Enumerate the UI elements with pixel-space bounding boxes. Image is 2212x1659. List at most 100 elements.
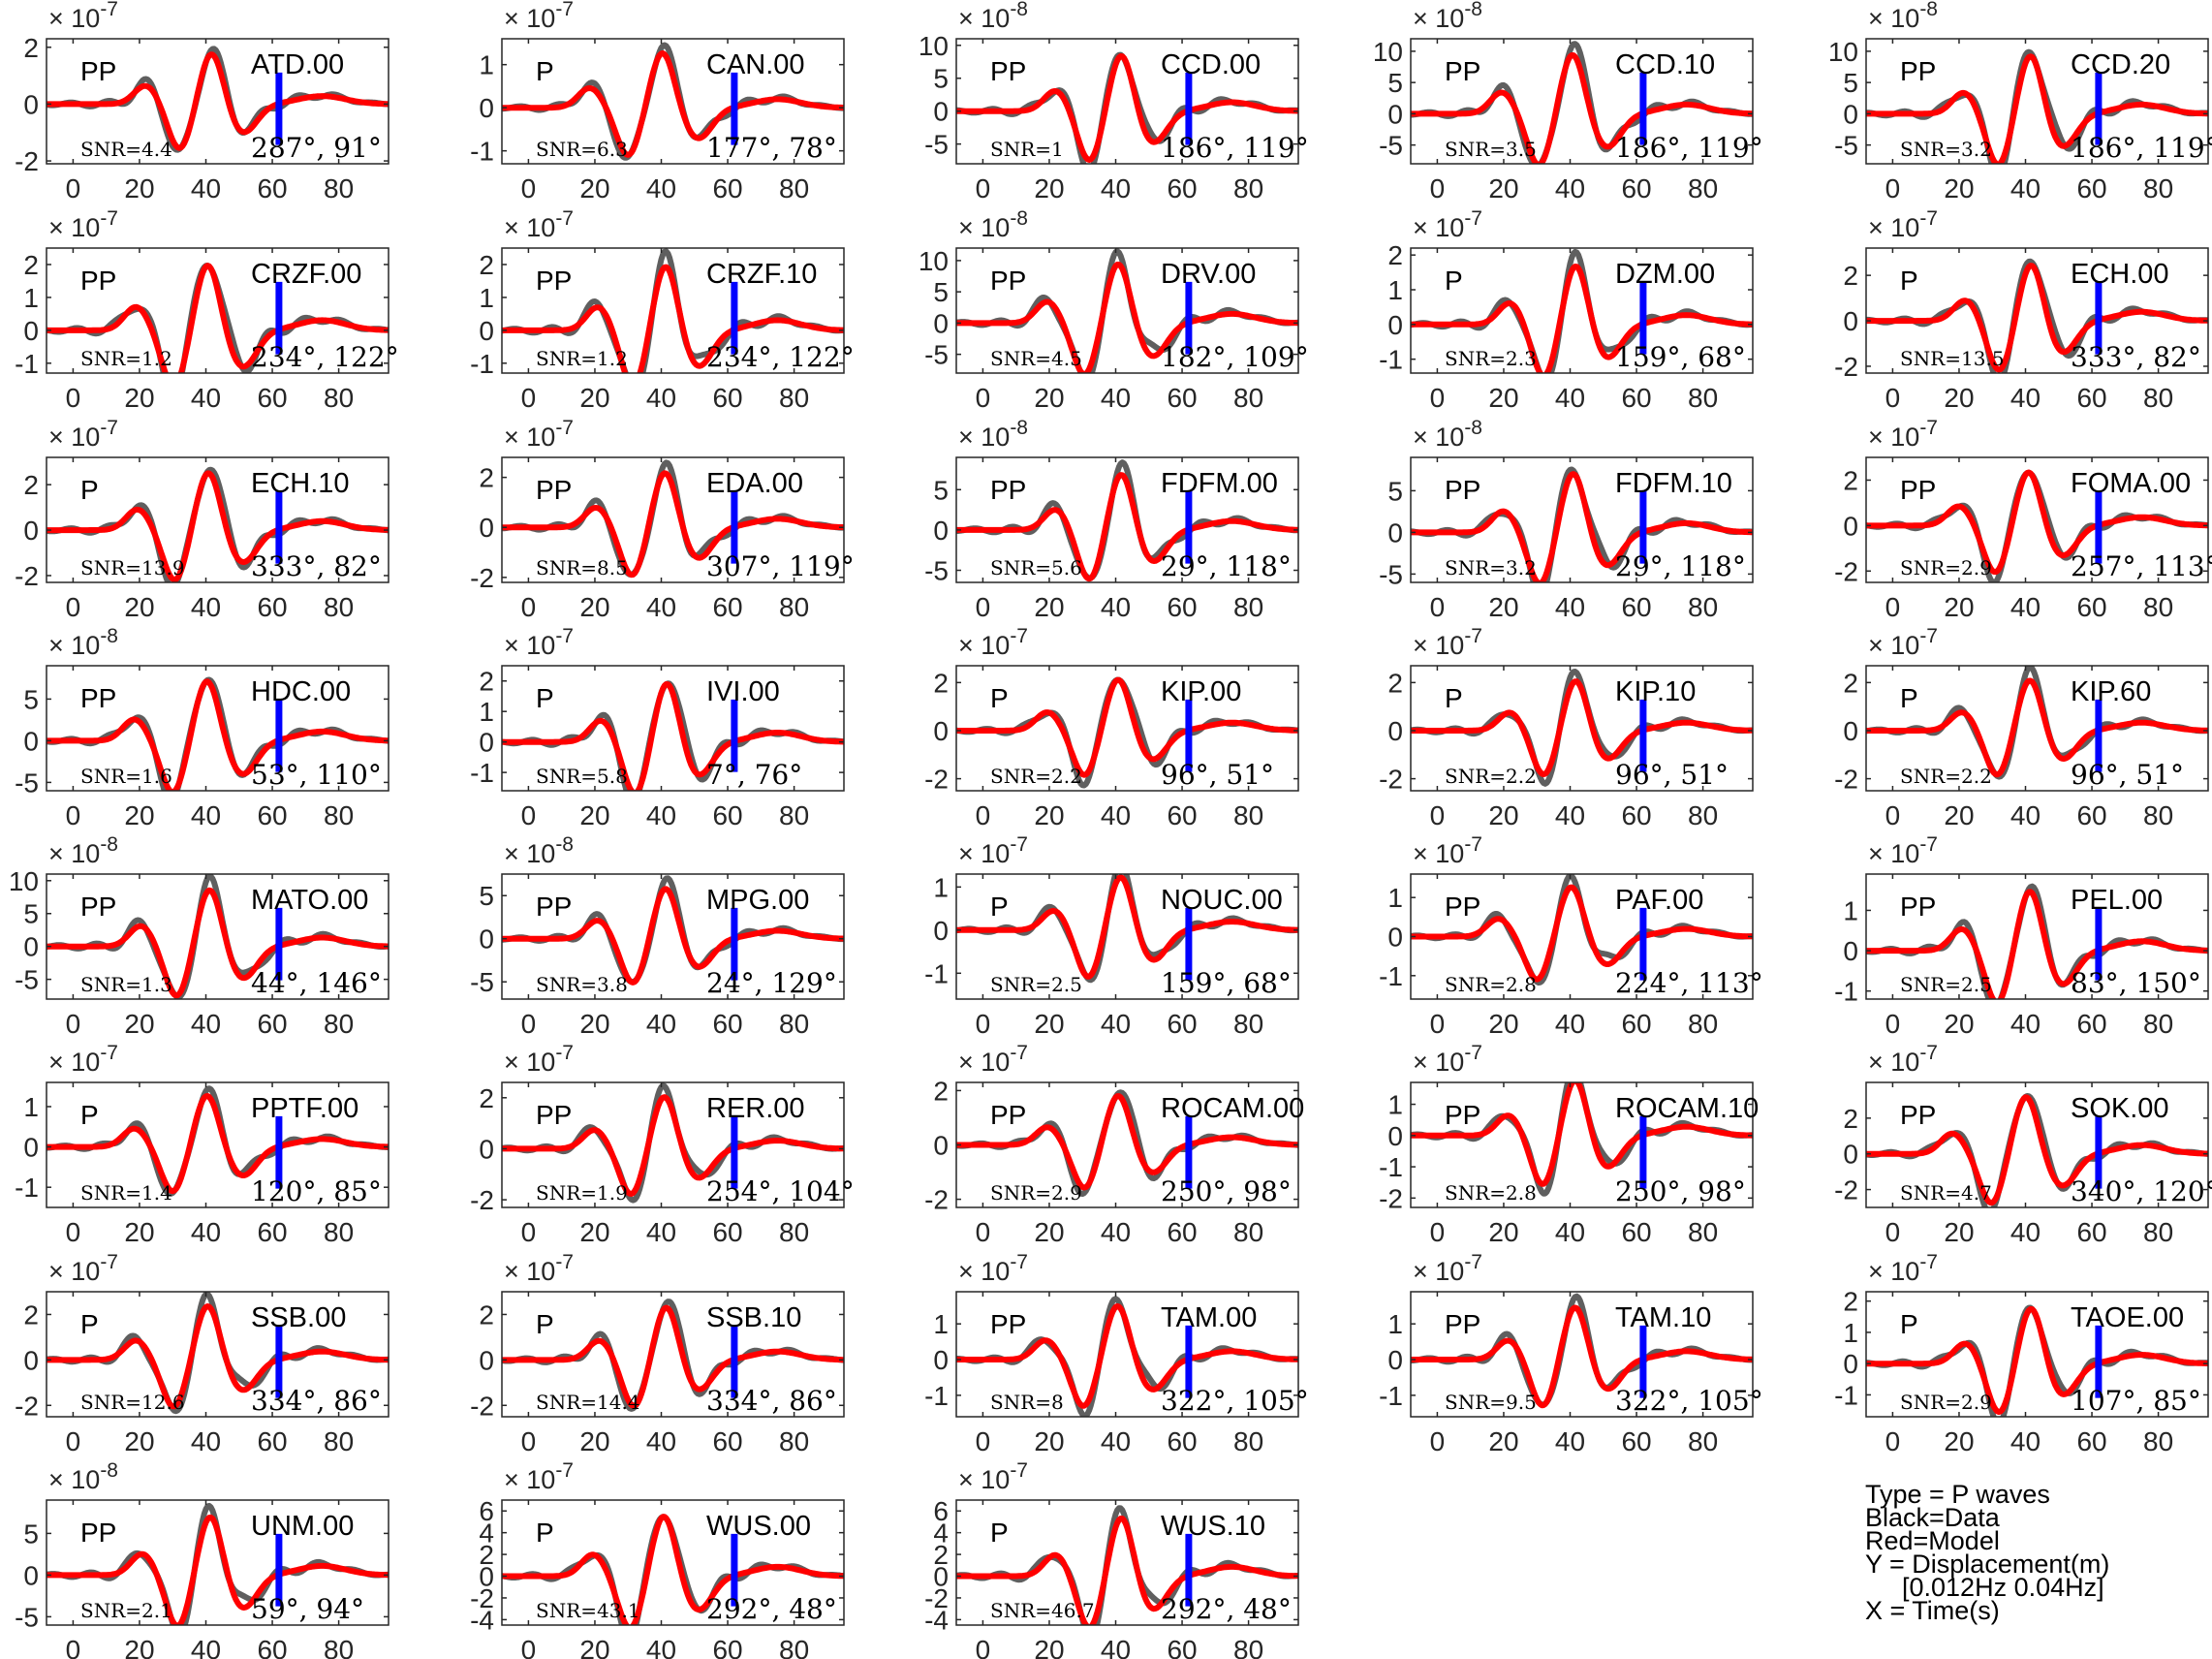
phase-label: P xyxy=(1900,1309,1918,1339)
x-tick-label: 60 xyxy=(257,383,287,413)
station-label: WUS.00 xyxy=(706,1511,811,1542)
azimuth-label: 53°, 110° xyxy=(251,759,382,791)
x-tick-label: 60 xyxy=(1167,1635,1197,1659)
snr-label: SNR=13.9 xyxy=(80,556,185,579)
trace-group xyxy=(1866,883,2208,999)
x-tick-label: 80 xyxy=(324,173,354,203)
snr-label: SNR=1.9 xyxy=(536,1181,628,1205)
x-tick-label: 40 xyxy=(2010,800,2041,830)
x-tick-label: 20 xyxy=(579,1217,609,1247)
y-tick-label: 6 xyxy=(933,1496,949,1526)
x-tick-label: 0 xyxy=(976,1009,991,1039)
y-exponent: × 10-7 xyxy=(48,1042,118,1077)
panel-tam-10: 0 20 40 60 80 -1 0 1 × 10-7 PP TAM.10 SNR=9.5 322°, … xyxy=(1379,1251,1763,1456)
y-tick-label: -2 xyxy=(15,1391,39,1421)
x-tick-label: 80 xyxy=(1233,173,1263,203)
y-tick-label: 10 xyxy=(919,246,949,276)
station-label: DRV.00 xyxy=(1161,259,1256,290)
axes-box xyxy=(1865,665,2209,792)
snr-label: SNR=2.8 xyxy=(1445,973,1537,996)
azimuth-label: 29°, 118° xyxy=(1615,550,1746,582)
trace-group xyxy=(1411,1293,1753,1409)
azimuth-label: 292°, 48° xyxy=(706,1593,837,1625)
panel-mpg-00: 0 20 40 60 80 -5 0 5 × 10-8 PP MPG.00 SNR=3.8 24°, 1… xyxy=(470,833,845,1039)
x-tick-label: 60 xyxy=(2076,592,2106,622)
station-label: SSB.00 xyxy=(251,1302,346,1333)
azimuth-label: 120°, 85° xyxy=(251,1175,382,1207)
y-tick-label: 2 xyxy=(23,33,39,63)
phase-label: PP xyxy=(536,1100,572,1130)
y-tick-label: 6 xyxy=(479,1496,494,1526)
station-label: MPG.00 xyxy=(706,885,809,916)
x-tick-label: 20 xyxy=(1034,383,1064,413)
y-tick-label: 5 xyxy=(1387,68,1403,98)
y-exponent: × 10-8 xyxy=(1413,0,1482,33)
y-tick-label: -5 xyxy=(15,767,39,798)
x-tick-label: 0 xyxy=(1885,1217,1901,1247)
station-label: KIP.60 xyxy=(2071,676,2151,707)
y-tick-label: -1 xyxy=(924,958,949,988)
y-tick-label: -1 xyxy=(1379,1152,1403,1182)
x-tick-label: 20 xyxy=(1034,592,1064,622)
phase-label: PP xyxy=(1445,1100,1480,1130)
x-tick-label: 20 xyxy=(579,1426,609,1456)
y-exponent: × 10-7 xyxy=(1868,833,1938,868)
trace-group xyxy=(47,1085,389,1197)
x-tick-label: 80 xyxy=(1688,800,1718,830)
model-trace xyxy=(1866,469,2208,576)
x-tick-label: 60 xyxy=(257,1217,287,1247)
x-tick-label: 80 xyxy=(1233,1217,1263,1247)
y-tick-label: 0 xyxy=(1387,923,1403,953)
phase-label: P xyxy=(1445,683,1463,713)
azimuth-label: 250°, 98° xyxy=(1615,1175,1746,1207)
x-tick-label: 60 xyxy=(257,1009,287,1039)
phase-label: PP xyxy=(1445,1309,1480,1339)
y-tick-label: 2 xyxy=(933,1076,949,1106)
x-tick-label: 60 xyxy=(1167,383,1197,413)
station-label: CCD.10 xyxy=(1615,49,1715,80)
trace-group xyxy=(956,676,1298,789)
y-exponent: × 10-8 xyxy=(958,0,1028,33)
x-tick-label: 80 xyxy=(1233,592,1263,622)
model-trace xyxy=(956,1093,1298,1191)
y-tick-label: 2 xyxy=(1843,668,1858,698)
y-tick-label: 0 xyxy=(933,97,949,127)
x-tick-label: 80 xyxy=(324,1009,354,1039)
station-label: FDFM.00 xyxy=(1161,468,1278,499)
snr-label: SNR=13.5 xyxy=(1900,347,2005,370)
y-tick-label: -5 xyxy=(470,967,494,997)
y-tick-label: 2 xyxy=(1387,240,1403,270)
x-tick-label: 40 xyxy=(1555,1009,1585,1039)
y-tick-label: 0 xyxy=(933,308,949,338)
azimuth-label: 307°, 119° xyxy=(706,550,855,582)
x-tick-label: 20 xyxy=(1488,1217,1518,1247)
x-tick-label: 20 xyxy=(579,1635,609,1659)
snr-label: SNR=46.7 xyxy=(990,1599,1095,1622)
panel-nouc-00: 0 20 40 60 80 -1 0 1 × 10-7 P NOUC.00 SNR=2.5 159°, … xyxy=(924,833,1299,1039)
snr-label: SNR=43.1 xyxy=(536,1599,640,1622)
panel-rocam-00: 0 20 40 60 80 -2 0 2 × 10-7 PP ROCAM.00 SNR=2.9 250°… xyxy=(924,1042,1304,1247)
panel-pptf-00: 0 20 40 60 80 -1 0 1 × 10-7 P PPTF.00 SNR=1.4 120°, … xyxy=(15,1042,389,1247)
x-tick-label: 40 xyxy=(191,173,221,203)
y-tick-label: 0 xyxy=(1387,716,1403,746)
phase-label: P xyxy=(80,1100,99,1130)
y-tick-label: -2 xyxy=(924,1185,949,1215)
x-tick-label: 0 xyxy=(521,592,537,622)
x-tick-label: 40 xyxy=(1555,800,1585,830)
axes-box xyxy=(1410,247,1754,374)
x-tick-label: 0 xyxy=(1885,173,1901,203)
y-exponent: × 10-7 xyxy=(958,1459,1028,1494)
x-tick-label: 40 xyxy=(2010,173,2041,203)
azimuth-label: 333°, 82° xyxy=(251,550,382,582)
trace-group xyxy=(1411,669,1753,787)
y-tick-label: 0 xyxy=(479,513,494,543)
station-label: MATO.00 xyxy=(251,885,368,916)
y-exponent: × 10-7 xyxy=(504,417,574,452)
y-tick-label: 0 xyxy=(23,316,39,346)
y-exponent: × 10-8 xyxy=(958,207,1028,242)
phase-label: PP xyxy=(1445,56,1480,86)
x-tick-label: 20 xyxy=(1488,1426,1518,1456)
y-tick-label: -2 xyxy=(924,765,949,795)
y-tick-label: -2 xyxy=(1379,1183,1403,1213)
station-label: KIP.00 xyxy=(1161,676,1241,707)
